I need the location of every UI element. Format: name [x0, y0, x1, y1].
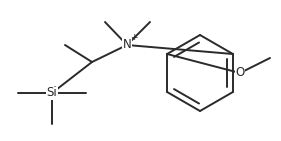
Text: O: O — [235, 67, 245, 80]
Text: +: + — [130, 32, 138, 41]
Text: N: N — [123, 38, 132, 51]
Text: Si: Si — [47, 86, 57, 100]
